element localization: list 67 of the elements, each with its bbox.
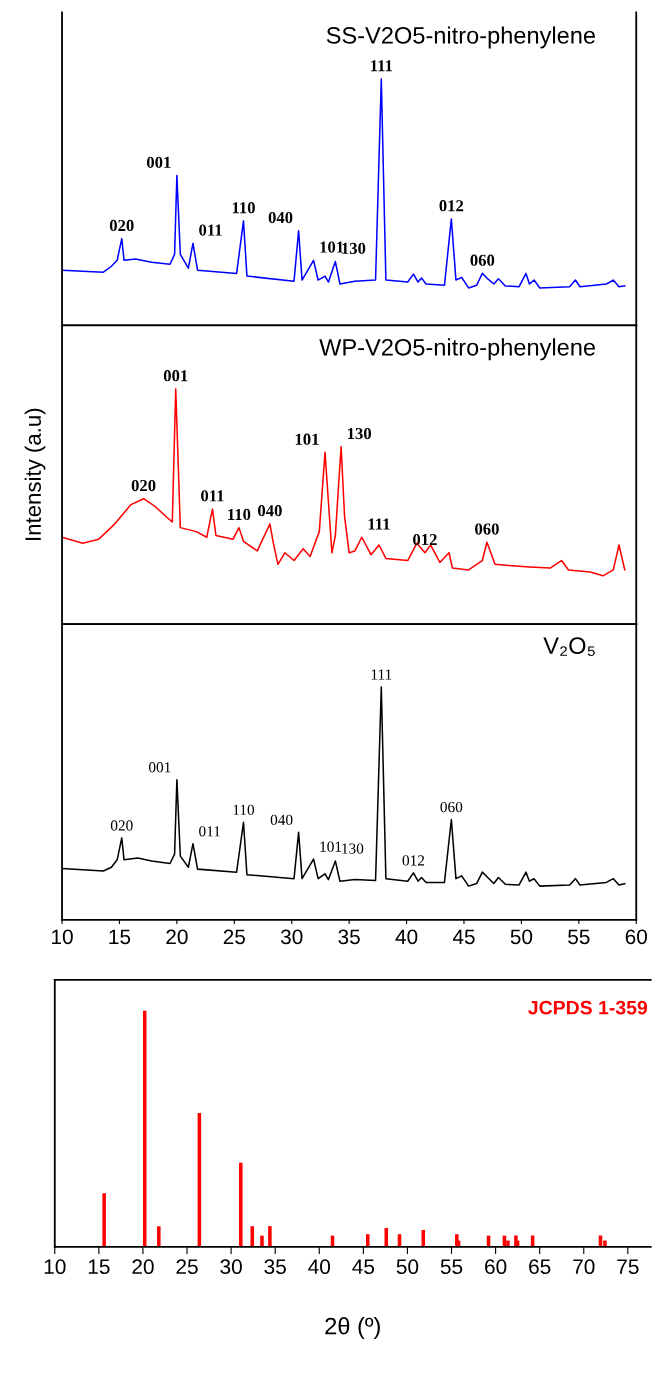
x-tick-label: 40 [308, 1259, 331, 1275]
x-tick-label: 35 [338, 929, 360, 945]
x-tick-label: 40 [395, 929, 418, 945]
annotation: 060 [470, 254, 495, 266]
x-tick-label: 50 [510, 929, 533, 945]
x-tick-label: 45 [352, 1259, 375, 1275]
x-tick-label: 15 [109, 929, 131, 945]
x-tick-label: 55 [440, 1259, 463, 1275]
x-tick-label: 30 [220, 1259, 242, 1275]
x-tick-label: 25 [223, 929, 246, 945]
annotation: 101 [320, 241, 344, 253]
x-tick-label: 15 [88, 1259, 110, 1275]
x-tick-label: 10 [52, 929, 73, 945]
annotation: 040 [258, 505, 282, 517]
x-tick-label: 20 [132, 1259, 154, 1275]
annotation: 101 [295, 433, 319, 445]
annotation: 130 [347, 427, 372, 440]
annotation: 130 [342, 843, 364, 854]
x-axis-title: 2θ (º) [325, 1317, 380, 1340]
annotation: 011 [199, 826, 220, 837]
annotation: 130 [342, 242, 366, 255]
x-tick-label: 25 [176, 1259, 198, 1275]
x-tick-label: 55 [568, 929, 590, 945]
annotation: 040 [270, 814, 293, 826]
chart-title: V₂O₅ [543, 637, 595, 656]
bar [102, 1193, 106, 1247]
annotation: 060 [475, 523, 499, 535]
chart-title: SS-V2O5-nitro-phenylene [326, 26, 596, 49]
annotation: 020 [131, 479, 156, 492]
annotation: 012 [402, 855, 425, 866]
annotation: 111 [368, 518, 390, 530]
annotation: 060 [440, 801, 463, 813]
annotation: 110 [233, 804, 255, 816]
annotation: 012 [413, 533, 437, 546]
x-tick-label: 50 [396, 1259, 419, 1275]
annotation: 110 [232, 202, 255, 214]
bar [268, 1226, 272, 1247]
annotation: 001 [148, 762, 171, 773]
x-tick-label: 65 [529, 1259, 551, 1275]
annotation: 020 [109, 219, 134, 232]
x-tick-label: 20 [166, 929, 188, 945]
x-tick-label: 60 [625, 929, 648, 945]
annotation: 012 [439, 200, 464, 212]
chart-title: WP-V2O5-nitro-phenylene [319, 338, 596, 361]
bar [260, 1235, 264, 1247]
annotation: 111 [371, 669, 392, 680]
bar [239, 1162, 243, 1247]
x-tick-label: 75 [617, 1259, 639, 1275]
bar [365, 1234, 370, 1247]
x-tick-label: 70 [573, 1259, 595, 1275]
annotation: 110 [228, 508, 251, 521]
annotation: 011 [201, 490, 224, 502]
annotation: 101 [320, 841, 342, 852]
x-tick-label: 30 [280, 929, 303, 945]
annotation: 001 [146, 156, 171, 168]
bar [157, 1226, 161, 1247]
x-tick-label: 45 [452, 929, 475, 945]
y-axis-title: Intensity (a.u) [24, 408, 46, 540]
annotation: 111 [371, 60, 393, 72]
x-tick-label: 35 [264, 1259, 286, 1275]
annotation: 011 [199, 224, 222, 236]
x-tick-label: 60 [485, 1259, 507, 1275]
annotation: 040 [268, 211, 293, 224]
x-tick-label: 10 [44, 1259, 66, 1275]
annotation: 001 [163, 370, 188, 382]
annotation: 020 [110, 820, 133, 831]
chart-title: JCPDS 1-359 [528, 1000, 648, 1015]
